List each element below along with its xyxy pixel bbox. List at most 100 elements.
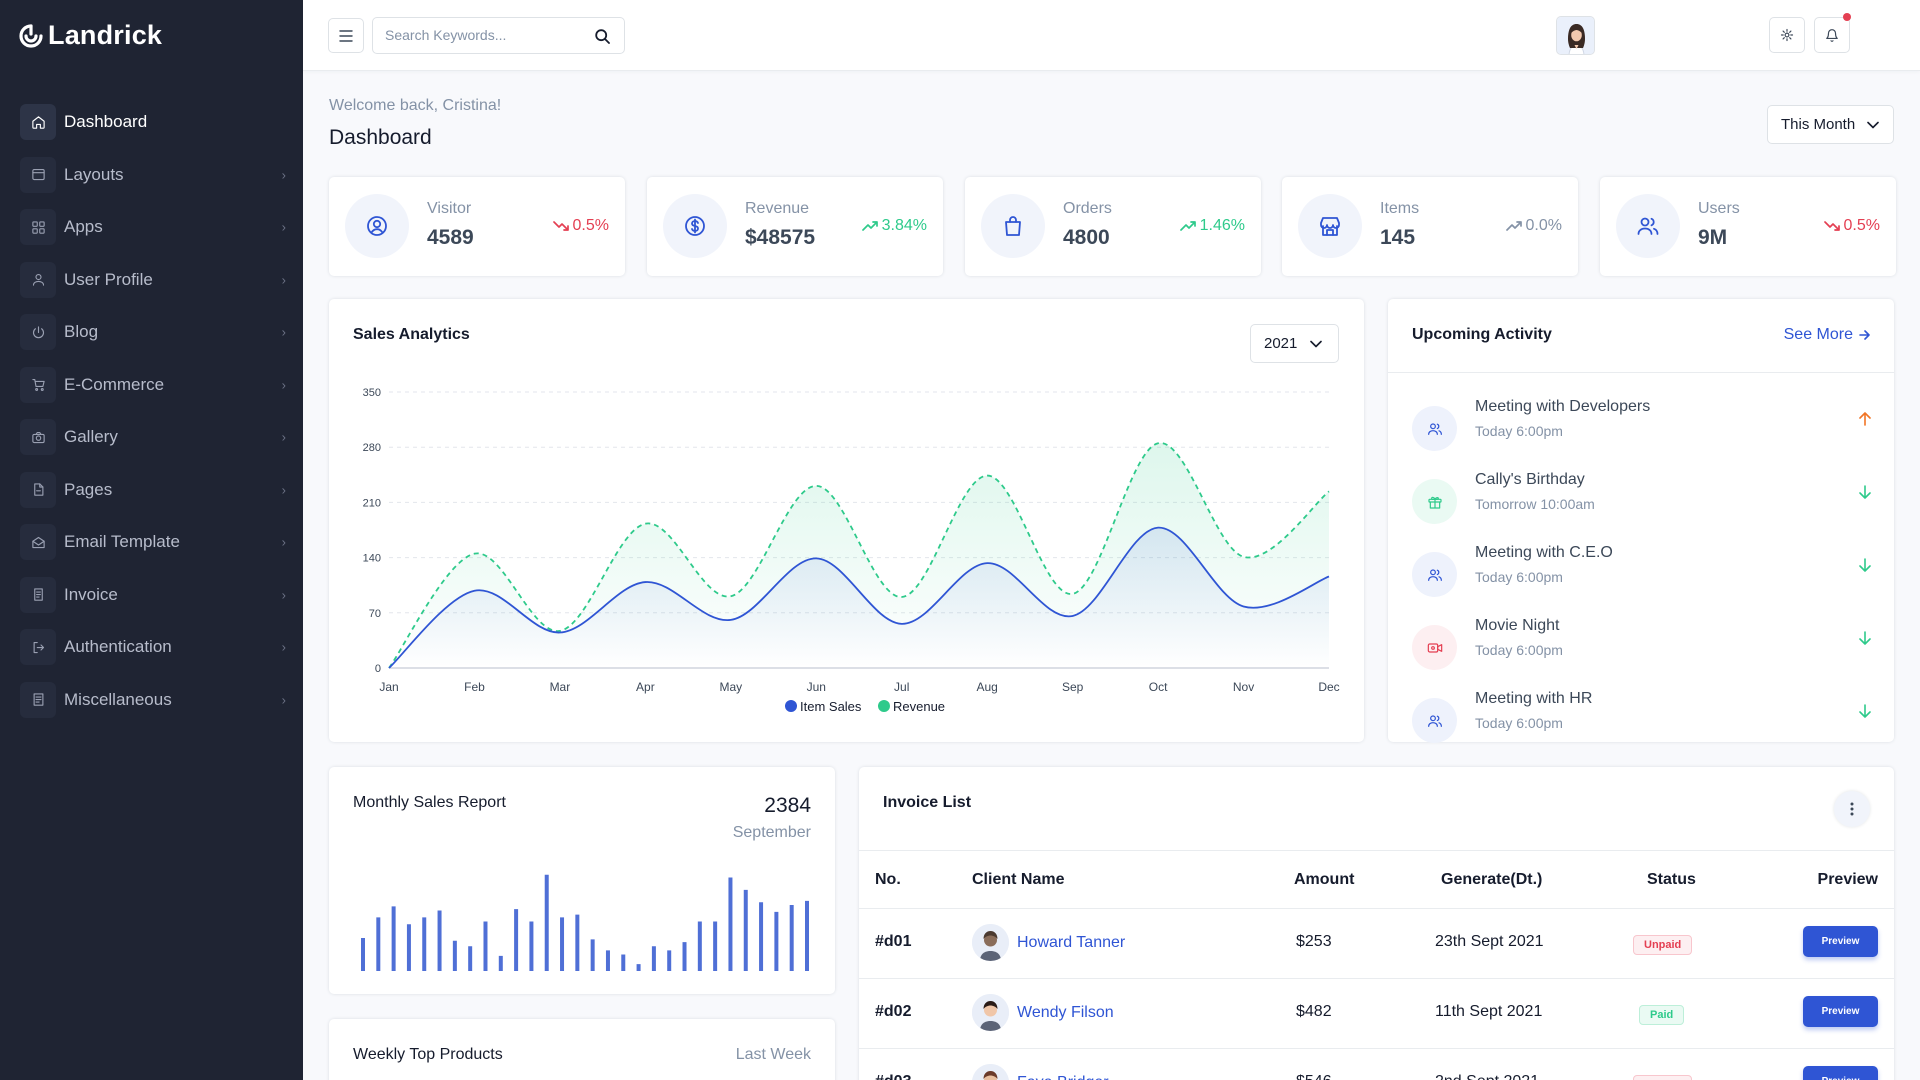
notifications-button[interactable]: [1814, 13, 1851, 53]
activity-item[interactable]: Meeting with Developers Today 6:00pm: [1412, 396, 1872, 456]
sidebar-item-layouts[interactable]: Layouts ›: [20, 149, 288, 202]
brand-logo[interactable]: Landrick: [18, 20, 162, 51]
sidebar-item-miscellaneous[interactable]: Miscellaneous ›: [20, 674, 288, 727]
sidebar-item-pages[interactable]: Pages ›: [20, 464, 288, 517]
menu-toggle-button[interactable]: [328, 18, 364, 53]
stat-icon-wrap: [1616, 194, 1680, 258]
chevron-right-icon: ›: [281, 324, 286, 340]
legend-marker: [878, 700, 890, 712]
monthly-sales-value: 2384: [764, 794, 811, 817]
x-tick-label: Apr: [636, 680, 655, 694]
monthly-sales-title: Monthly Sales Report: [353, 794, 506, 811]
sales-analytics-title: Sales Analytics: [353, 326, 470, 343]
gear-icon: [1780, 28, 1794, 42]
chevron-right-icon: ›: [281, 377, 286, 393]
sales-analytics-card: Sales Analytics 2021 0 70 140 210 280 350 Jan F…: [329, 299, 1364, 742]
bar: [529, 921, 534, 971]
activity-item[interactable]: Meeting with HR Today 6:00pm: [1412, 688, 1872, 748]
sidebar-item-dashboard[interactable]: Dashboard: [20, 96, 288, 149]
period-select[interactable]: This Month: [1767, 105, 1894, 144]
stat-change-value: 0.5%: [572, 217, 609, 234]
column-header-amount: Amount: [1294, 871, 1355, 888]
avatar-image: [1557, 17, 1594, 54]
legend-marker: [785, 700, 797, 712]
store-icon: [1320, 217, 1340, 236]
activity-item[interactable]: Cally's Birthday Tomorrow 10:00am: [1412, 469, 1872, 529]
bar: [544, 874, 549, 971]
misc-icon: [33, 693, 43, 706]
users-icon: [1427, 422, 1442, 435]
activity-item[interactable]: Movie Night Today 6:00pm: [1412, 615, 1872, 675]
stat-change: 0.5%: [1823, 217, 1880, 235]
bar: [667, 950, 672, 971]
activity-title: Meeting with HR: [1475, 690, 1593, 707]
activity-icon-wrap: [1412, 698, 1457, 743]
bar: [697, 921, 702, 971]
sidebar-item-label: Dashboard: [64, 112, 148, 132]
see-more-link[interactable]: See More: [1784, 326, 1870, 344]
bar: [498, 955, 503, 971]
sidebar-item-invoice[interactable]: Invoice ›: [20, 569, 288, 622]
activity-title: Cally's Birthday: [1475, 471, 1585, 488]
apps-icon-wrap: [20, 209, 56, 246]
sidebar-item-blog[interactable]: Blog ›: [20, 306, 288, 359]
sidebar-item-gallery[interactable]: Gallery ›: [20, 411, 288, 464]
x-tick-label: Jan: [379, 680, 398, 694]
divider: [859, 850, 1894, 851]
user-avatar[interactable]: [1556, 16, 1595, 55]
bar: [452, 940, 457, 971]
client-avatar: [972, 924, 1009, 961]
user-icon-wrap: [20, 261, 56, 298]
invoice-amount: $546: [1296, 1073, 1332, 1080]
arrow-down-icon: [1858, 704, 1872, 718]
sidebar-item-label: User Profile: [64, 269, 153, 289]
bar: [728, 877, 733, 971]
year-select[interactable]: 2021: [1250, 324, 1339, 363]
sidebar-item-apps[interactable]: Apps ›: [20, 201, 288, 254]
client-link[interactable]: Howard Tanner: [972, 924, 1125, 961]
sidebar-item-e-commerce[interactable]: E-Commerce ›: [20, 359, 288, 412]
client-link[interactable]: Wendy Filson: [972, 994, 1114, 1031]
invoice-menu-button[interactable]: [1834, 791, 1870, 827]
preview-button[interactable]: Preview: [1803, 926, 1878, 957]
activity-time: Tomorrow 10:00am: [1475, 496, 1595, 512]
monthly-sales-month: September: [732, 824, 811, 841]
sidebar-item-label: Apps: [64, 217, 103, 237]
client-name: Wendy Filson: [1017, 1003, 1114, 1021]
apps-icon: [31, 221, 45, 234]
invoice-number: #d02: [875, 1003, 912, 1020]
file-icon-wrap: [20, 471, 56, 508]
stat-value: 4589: [427, 226, 474, 249]
bar: [621, 954, 626, 971]
sidebar-item-user-profile[interactable]: User Profile ›: [20, 254, 288, 307]
search-input[interactable]: [385, 27, 585, 43]
chevron-right-icon: ›: [281, 429, 286, 445]
activity-time: Today 6:00pm: [1475, 642, 1563, 658]
stat-card-items: Items 145 0.0%: [1282, 177, 1578, 276]
preview-button[interactable]: Preview: [1803, 1066, 1878, 1080]
weekly-period-label: Last Week: [735, 1046, 811, 1063]
preview-button[interactable]: Preview: [1803, 996, 1878, 1027]
divider: [859, 908, 1894, 909]
stat-icon-wrap: [981, 194, 1045, 258]
bar: [636, 964, 641, 971]
landrick-logo-icon: [19, 23, 43, 48]
activity-item[interactable]: Meeting with C.E.O Today 6:00pm: [1412, 542, 1872, 602]
users-icon: [1637, 217, 1659, 235]
settings-button[interactable]: [1769, 17, 1805, 53]
invoice-amount: $253: [1296, 933, 1332, 950]
x-tick-label: Feb: [464, 680, 485, 694]
activity-time: Today 6:00pm: [1475, 423, 1563, 439]
sidebar-item-email-template[interactable]: Email Template ›: [20, 516, 288, 569]
search-icon[interactable]: [595, 29, 610, 44]
stat-change-value: 0.5%: [1843, 217, 1880, 234]
sales-analytics-chart: 0 70 140 210 280 350 Jan Feb Mar Apr May Jun Jul Aug S…: [363, 387, 1340, 714]
sidebar-item-authentication[interactable]: Authentication ›: [20, 621, 288, 674]
weekly-products-title: Weekly Top Products: [353, 1046, 503, 1063]
stat-label: Revenue: [745, 200, 810, 217]
activity-icon-wrap: [1412, 552, 1457, 597]
dollar-icon: [685, 216, 705, 236]
client-link[interactable]: Faye Bridger: [972, 1064, 1109, 1080]
bar: [759, 902, 764, 971]
arrow-up-icon: [1858, 412, 1872, 426]
